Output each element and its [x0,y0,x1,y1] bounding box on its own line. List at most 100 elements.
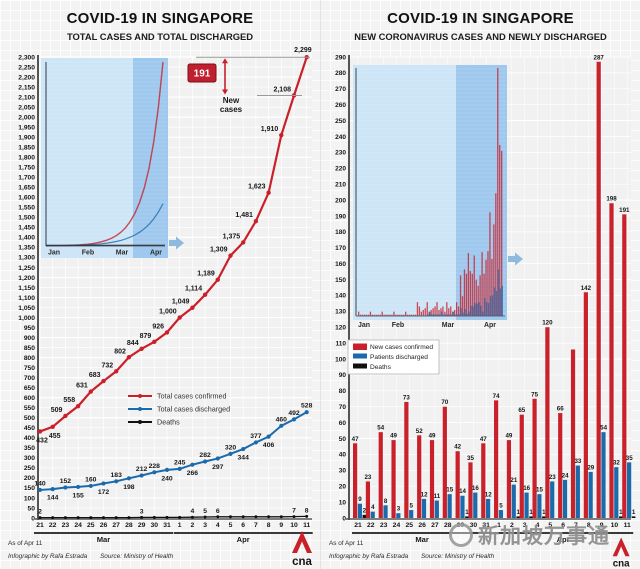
svg-text:1,700: 1,700 [18,175,35,182]
svg-text:1,623: 1,623 [248,184,266,191]
svg-text:Feb: Feb [82,250,94,257]
svg-text:1,450: 1,450 [18,225,35,232]
svg-text:172: 172 [98,489,110,496]
svg-text:1: 1 [178,522,182,529]
svg-text:212: 212 [136,466,148,473]
svg-text:1,600: 1,600 [18,195,35,202]
svg-text:1,000: 1,000 [18,315,35,322]
svg-text:455: 455 [49,433,61,440]
svg-text:950: 950 [24,325,35,332]
cna-logo-text: cna [613,558,630,569]
chart-subtitle: NEW CORONAVIRUS CASES AND NEWLY DISCHARG… [354,31,607,42]
svg-text:6: 6 [561,522,565,529]
svg-text:New cases confirmed: New cases confirmed [370,344,433,351]
axes [35,55,312,520]
svg-text:350: 350 [24,445,35,452]
svg-text:150: 150 [24,485,35,492]
svg-text:6: 6 [216,508,220,515]
svg-text:4: 4 [371,504,375,511]
svg-text:850: 850 [24,345,35,352]
svg-text:266: 266 [187,470,199,477]
svg-text:1,049: 1,049 [172,299,190,306]
svg-text:1,100: 1,100 [18,295,35,302]
svg-text:200: 200 [24,475,35,482]
svg-text:60: 60 [339,420,347,427]
svg-text:160: 160 [335,261,346,268]
total-cases-panel: COVID-19 IN SINGAPORE TOTAL CASES AND TO… [8,10,313,568]
svg-text:800: 800 [24,355,35,362]
svg-text:7: 7 [574,522,578,529]
svg-text:10: 10 [290,522,298,529]
svg-text:802: 802 [114,348,126,355]
svg-text:2: 2 [510,522,514,529]
svg-text:16: 16 [523,485,530,492]
svg-text:130: 130 [335,309,346,316]
svg-text:70: 70 [339,404,347,411]
svg-text:0: 0 [342,515,346,522]
svg-text:4: 4 [536,522,540,529]
svg-text:Deaths: Deaths [157,418,180,427]
svg-text:25: 25 [405,522,413,529]
inset-zoom-arrow-icon [508,252,523,266]
svg-text:1,375: 1,375 [223,233,241,240]
svg-text:Patients discharged: Patients discharged [370,354,428,361]
svg-text:8: 8 [587,522,591,529]
svg-text:240: 240 [335,134,346,141]
svg-text:683: 683 [89,372,101,379]
svg-text:5: 5 [548,522,552,529]
svg-text:344: 344 [238,455,250,462]
watermark-text: 新加坡万事通 [478,525,610,548]
svg-text:14: 14 [459,488,466,495]
svg-text:297: 297 [212,464,224,471]
svg-text:31: 31 [482,522,490,529]
svg-text:1,481: 1,481 [235,212,253,219]
svg-text:Deaths: Deaths [370,364,392,371]
svg-text:54: 54 [600,425,607,432]
svg-text:52: 52 [416,428,423,435]
svg-text:cases: cases [220,105,243,114]
inset-overview: Jan Feb Mar Apr [41,58,184,258]
svg-text:30: 30 [151,522,159,529]
svg-text:152: 152 [60,478,72,485]
svg-text:5: 5 [229,522,233,529]
svg-text:11: 11 [303,522,310,529]
svg-text:1,200: 1,200 [18,275,35,282]
svg-text:1: 1 [632,509,636,516]
svg-text:47: 47 [352,436,359,443]
svg-text:Mar: Mar [415,535,429,544]
svg-text:2: 2 [38,509,42,516]
svg-text:631: 631 [76,383,88,390]
svg-text:1,850: 1,850 [18,144,35,151]
svg-text:7: 7 [292,508,296,515]
svg-text:27: 27 [112,522,120,529]
svg-text:3: 3 [203,522,207,529]
svg-text:Jan: Jan [358,322,370,329]
svg-text:0: 0 [31,515,35,522]
svg-text:1,750: 1,750 [18,165,35,172]
svg-text:5: 5 [410,503,414,510]
svg-text:2,299: 2,299 [294,47,312,54]
svg-text:1,309: 1,309 [210,247,228,254]
svg-text:100: 100 [24,495,35,502]
svg-text:16: 16 [472,485,479,492]
svg-text:47: 47 [480,436,487,443]
svg-text:2: 2 [363,507,367,514]
svg-text:23: 23 [380,522,388,529]
svg-text:1: 1 [619,509,623,516]
svg-text:49: 49 [429,433,436,440]
svg-text:509: 509 [51,407,63,414]
svg-text:500: 500 [24,415,35,422]
svg-text:180: 180 [335,229,346,236]
svg-text:31: 31 [163,522,171,529]
svg-text:65: 65 [518,407,525,414]
svg-text:100: 100 [335,356,346,363]
svg-text:23: 23 [62,522,70,529]
svg-text:12: 12 [421,491,428,498]
svg-text:2,200: 2,200 [18,74,35,81]
legend: Total cases confirmed Total cases dischar… [128,392,230,427]
svg-text:2,250: 2,250 [18,64,35,71]
svg-text:250: 250 [335,118,346,125]
svg-text:528: 528 [301,403,313,410]
